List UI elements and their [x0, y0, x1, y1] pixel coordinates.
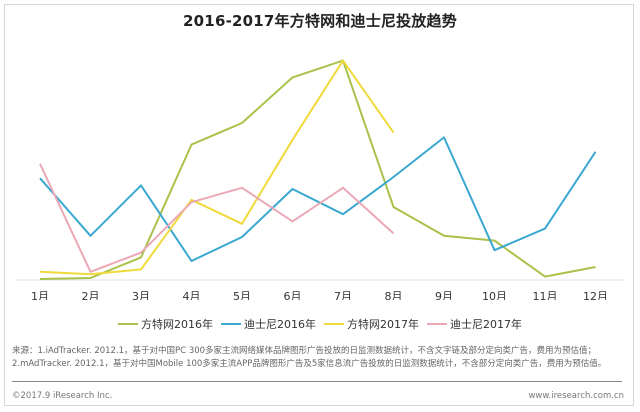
- legend-item-fantawild-2017: 方特网2017年: [324, 316, 419, 332]
- line-chart: 1月 2月 3月 4月 5月 6月 7月 8月 9月 10月 11月 12月: [15, 59, 625, 300]
- x-tick-label: 6月: [284, 290, 302, 300]
- x-tick-label: 12月: [583, 290, 608, 300]
- legend-item-disney-2017: 迪士尼2017年: [427, 316, 522, 332]
- source-note-2: 2.mAdTracker. 2012.1，基于对中国Mobile 100多家主流…: [12, 359, 607, 369]
- legend-label: 方特网2016年: [141, 318, 213, 331]
- x-tick-label: 4月: [183, 290, 201, 300]
- series-line-1: [39, 136, 597, 262]
- legend-swatch-icon: [324, 323, 344, 325]
- legend-swatch-icon: [118, 323, 138, 325]
- x-tick-label: 5月: [233, 290, 251, 300]
- legend-label: 迪士尼2016年: [244, 318, 316, 331]
- x-tick-label: 2月: [82, 290, 100, 300]
- legend-item-disney-2016: 迪士尼2016年: [221, 316, 316, 332]
- legend: 方特网2016年 迪士尼2016年 方特网2017年 迪士尼2017年: [0, 316, 640, 332]
- legend-label: 迪士尼2017年: [450, 318, 522, 331]
- copyright-text: ©2017.9 iResearch Inc.: [12, 391, 113, 401]
- x-tick-label: 1月: [31, 290, 49, 300]
- legend-swatch-icon: [221, 323, 241, 325]
- x-tick-label: 7月: [334, 290, 352, 300]
- series-line-0: [39, 59, 596, 280]
- source-notes: 来源：1.iAdTracker. 2012.1，基于对中国PC 300多家主流网…: [12, 345, 628, 371]
- x-tick-label: 3月: [132, 290, 150, 300]
- legend-item-fantawild-2016: 方特网2016年: [118, 316, 213, 332]
- x-tick-label: 10月: [482, 290, 507, 300]
- series-line-2: [39, 59, 395, 276]
- x-tick-label: 11月: [533, 290, 558, 300]
- footer-divider: [12, 381, 622, 382]
- chart-title: 2016-2017年方特网和迪士尼投放趋势: [183, 12, 457, 30]
- legend-swatch-icon: [427, 323, 447, 325]
- chart-frame: [4, 4, 634, 406]
- series-line-3: [39, 163, 395, 273]
- x-tick-label: 8月: [385, 290, 403, 300]
- series-lines: [39, 59, 597, 280]
- legend-label: 方特网2017年: [347, 318, 419, 331]
- source-note-1: 来源：1.iAdTracker. 2012.1，基于对中国PC 300多家主流网…: [12, 346, 597, 356]
- x-axis-labels: 1月 2月 3月 4月 5月 6月 7月 8月 9月 10月 11月 12月: [31, 290, 608, 300]
- x-tick-label: 9月: [435, 290, 453, 300]
- website-link[interactable]: www.iresearch.com.cn: [528, 391, 624, 401]
